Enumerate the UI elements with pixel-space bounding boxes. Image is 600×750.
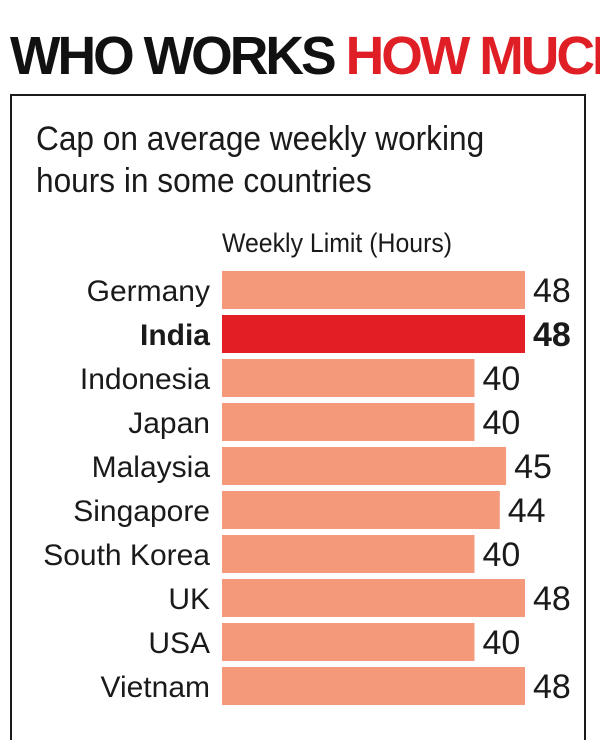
- category-label-india: India: [140, 319, 210, 352]
- category-label-indonesia: Indonesia: [80, 363, 210, 396]
- headline: WHO WORKS HOW MUCH: [10, 24, 600, 88]
- category-label-south-korea: South Korea: [43, 539, 210, 572]
- value-label-south-korea: 40: [483, 536, 521, 574]
- value-label-malaysia: 45: [514, 448, 552, 486]
- bar-malaysia: [222, 447, 507, 485]
- bar-south-korea: [222, 535, 475, 573]
- axis-label: Weekly Limit (Hours): [222, 228, 453, 258]
- category-label-germany: Germany: [87, 275, 210, 308]
- category-label-vietnam: Vietnam: [100, 671, 210, 704]
- value-label-japan: 40: [483, 404, 521, 442]
- category-label-usa: USA: [148, 627, 210, 660]
- chart-frame: [10, 94, 586, 740]
- bar-uk: [222, 579, 525, 617]
- category-label-uk: UK: [168, 583, 210, 616]
- headline-part-2: HOW MUCH: [345, 26, 600, 86]
- bar-usa: [222, 623, 475, 661]
- bar-japan: [222, 403, 475, 441]
- category-label-malaysia: Malaysia: [92, 451, 211, 484]
- value-label-india: 48: [533, 316, 571, 354]
- bar-germany: [222, 271, 525, 309]
- headline-part-1: WHO WORKS: [10, 26, 337, 86]
- bar-india: [222, 315, 525, 353]
- value-label-indonesia: 40: [483, 360, 521, 398]
- category-label-japan: Japan: [128, 407, 210, 440]
- category-label-singapore: Singapore: [73, 495, 210, 528]
- value-label-uk: 48: [533, 580, 571, 618]
- bar-indonesia: [222, 359, 475, 397]
- chart-title: Cap on average weekly working hours in s…: [36, 120, 485, 200]
- value-label-germany: 48: [533, 272, 571, 310]
- bar-vietnam: [222, 667, 525, 705]
- value-label-usa: 40: [483, 624, 521, 662]
- value-label-vietnam: 48: [533, 668, 571, 706]
- value-label-singapore: 44: [508, 492, 546, 530]
- bar-singapore: [222, 491, 500, 529]
